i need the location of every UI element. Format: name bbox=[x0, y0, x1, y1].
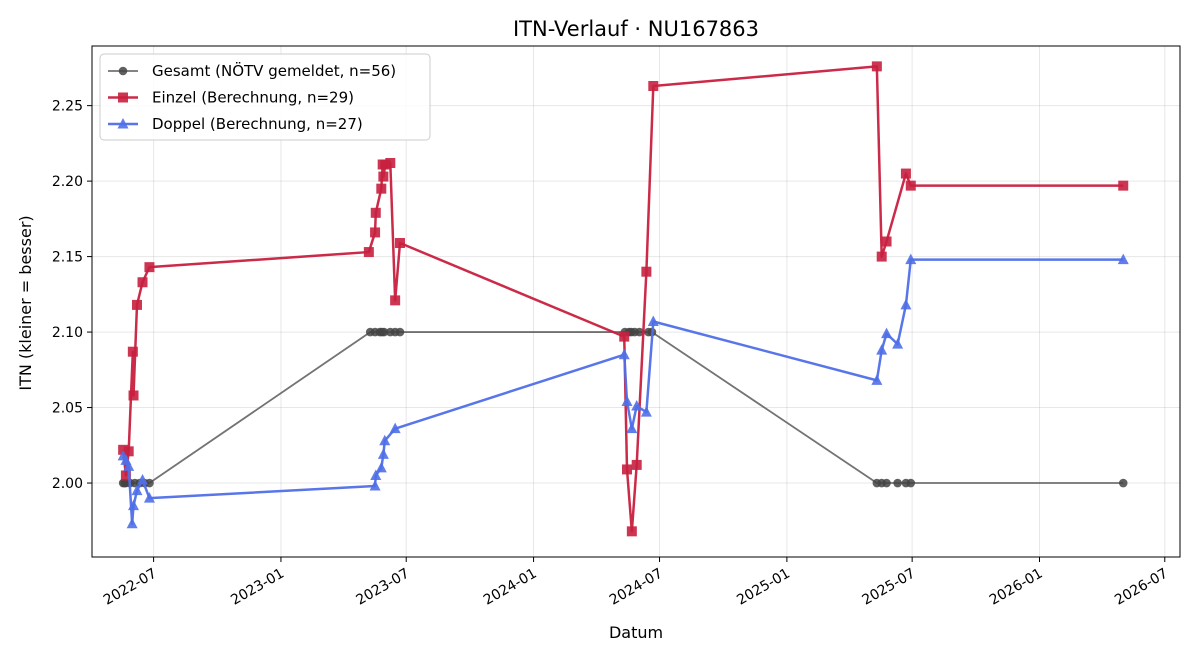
data-point-einzel bbox=[363, 247, 374, 258]
data-point-doppel bbox=[377, 448, 389, 459]
data-point-doppel bbox=[900, 298, 912, 310]
data-point-einzel bbox=[120, 470, 131, 481]
data-point-doppel bbox=[389, 422, 401, 434]
data-point-gesamt bbox=[906, 478, 916, 488]
data-point-doppel bbox=[621, 395, 633, 407]
y-axis-title: ITN (kleiner = besser) bbox=[16, 215, 35, 390]
data-point-einzel bbox=[1118, 180, 1129, 191]
data-point-einzel bbox=[378, 171, 389, 182]
data-point-gesamt bbox=[882, 478, 891, 488]
data-point-einzel bbox=[385, 157, 396, 168]
data-point-doppel bbox=[137, 474, 149, 485]
data-point-doppel bbox=[626, 422, 638, 434]
data-point-einzel bbox=[127, 346, 138, 357]
data-point-einzel bbox=[131, 299, 142, 310]
data-point-einzel bbox=[619, 331, 630, 342]
data-point-doppel bbox=[1117, 253, 1129, 265]
data-point-gesamt bbox=[145, 478, 154, 488]
data-point-einzel bbox=[631, 459, 642, 470]
y-tick-label: 2.00 bbox=[52, 476, 83, 492]
data-point-doppel bbox=[375, 461, 387, 473]
data-point-einzel bbox=[641, 266, 652, 277]
data-point-einzel bbox=[871, 61, 882, 72]
data-point-doppel bbox=[647, 315, 659, 327]
legend-marker-doppel bbox=[117, 118, 129, 129]
data-point-doppel bbox=[631, 400, 643, 411]
legend-label-einzel: Einzel (Berechnung, n=29) bbox=[152, 89, 354, 107]
data-point-doppel bbox=[131, 484, 143, 496]
data-point-einzel bbox=[648, 81, 659, 92]
legend-marker-einzel bbox=[118, 92, 128, 103]
series-layer bbox=[117, 61, 1129, 537]
legend-label-gesamt: Gesamt (NÖTV gemeldet, n=56) bbox=[152, 61, 396, 80]
data-point-gesamt bbox=[395, 327, 405, 337]
chart-title: ITN-Verlauf · NU167863 bbox=[513, 17, 759, 41]
data-point-einzel bbox=[370, 207, 381, 218]
data-point-einzel bbox=[900, 168, 911, 179]
data-point-einzel bbox=[622, 464, 633, 475]
data-point-doppel bbox=[143, 492, 155, 503]
data-point-einzel bbox=[144, 262, 155, 273]
data-point-einzel bbox=[118, 444, 129, 455]
y-tick-label: 2.25 bbox=[52, 99, 83, 115]
data-point-gesamt bbox=[379, 327, 389, 337]
series-einzel bbox=[118, 61, 1129, 537]
data-point-doppel bbox=[123, 460, 135, 471]
data-point-einzel bbox=[876, 251, 887, 262]
data-point-doppel bbox=[892, 338, 904, 349]
legend-marker-gesamt bbox=[118, 66, 128, 76]
data-point-einzel bbox=[881, 236, 892, 247]
data-point-doppel bbox=[369, 480, 381, 491]
data-point-einzel bbox=[394, 238, 405, 249]
data-point-doppel bbox=[876, 344, 888, 355]
data-point-doppel bbox=[370, 469, 382, 480]
data-point-doppel bbox=[905, 253, 917, 265]
data-point-einzel bbox=[123, 446, 134, 457]
data-point-einzel bbox=[376, 183, 387, 194]
data-point-gesamt bbox=[1118, 478, 1128, 488]
legend-box bbox=[99, 53, 431, 141]
data-point-gesamt bbox=[893, 478, 902, 488]
data-point-einzel bbox=[370, 227, 381, 238]
data-point-gesamt bbox=[635, 327, 644, 337]
data-point-doppel bbox=[871, 374, 883, 385]
y-tick-label: 2.05 bbox=[52, 401, 83, 417]
legend: Gesamt (NÖTV gemeldet, n=56) Einzel (Bere… bbox=[99, 53, 431, 141]
data-point-doppel bbox=[881, 327, 893, 339]
x-axis-title: Datum bbox=[609, 623, 663, 642]
data-point-doppel bbox=[379, 434, 391, 446]
legend-label-doppel: Doppel (Berechnung, n=27) bbox=[152, 115, 363, 133]
data-point-doppel bbox=[126, 517, 138, 529]
y-tick-label: 2.10 bbox=[52, 325, 83, 341]
y-tick-label: 2.15 bbox=[52, 250, 83, 266]
data-point-doppel bbox=[618, 348, 630, 360]
data-point-einzel bbox=[128, 390, 139, 401]
data-point-einzel bbox=[137, 277, 148, 288]
data-point-einzel bbox=[905, 180, 916, 191]
data-point-doppel bbox=[128, 499, 140, 511]
y-tick-label: 2.20 bbox=[52, 174, 83, 190]
plot-frame bbox=[91, 45, 1181, 558]
data-point-einzel bbox=[390, 295, 401, 306]
data-point-doppel bbox=[640, 406, 652, 417]
series-doppel bbox=[117, 253, 1129, 529]
data-point-einzel bbox=[626, 526, 637, 537]
